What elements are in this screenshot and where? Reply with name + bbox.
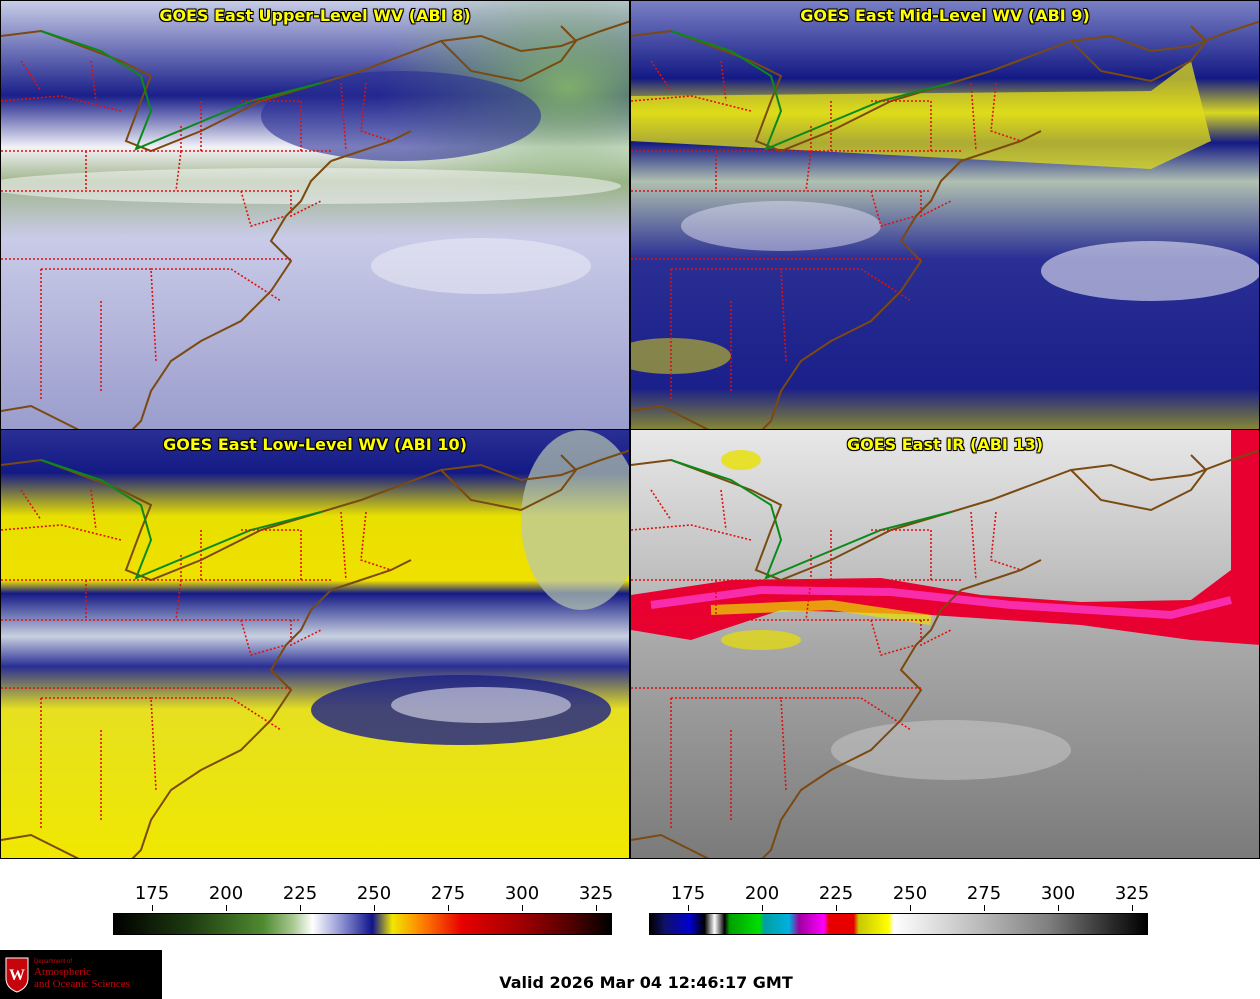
tick-mark — [910, 905, 911, 911]
tick-label: 225 — [818, 883, 854, 904]
tick-label: 200 — [208, 883, 244, 904]
tick-label: 300 — [1040, 883, 1076, 904]
tick-label: 200 — [744, 883, 780, 904]
tick-label: 175 — [670, 883, 706, 904]
tick-mark — [984, 905, 985, 911]
panel-title: GOES East Low-Level WV (ABI 10) — [163, 435, 467, 454]
tick-mark — [448, 905, 449, 911]
tick-label: 250 — [892, 883, 928, 904]
tick-mark — [762, 905, 763, 911]
tick-mark — [1058, 905, 1059, 911]
logo-name: Atmospheric and Oceanic Sciences — [34, 966, 130, 990]
svg-text:W: W — [9, 967, 25, 984]
tick-mark — [836, 905, 837, 911]
mid-level-wv-image — [631, 1, 1259, 429]
upper-level-wv-image — [1, 1, 629, 429]
valid-time: Valid 2026 Mar 04 12:46:17 GMT — [499, 973, 793, 992]
tick-mark — [226, 905, 227, 911]
panel-title: GOES East IR (ABI 13) — [846, 435, 1044, 454]
tick-label: 175 — [134, 883, 170, 904]
uw-crest-icon: W — [5, 957, 29, 993]
low-level-wv-image — [1, 430, 629, 858]
tick-label: 250 — [356, 883, 392, 904]
logo-line-atmospheric: Atmospheric — [34, 966, 91, 978]
tick-label: 325 — [578, 883, 614, 904]
tick-mark — [688, 905, 689, 911]
tick-label: 225 — [282, 883, 318, 904]
tick-label: 325 — [1114, 883, 1150, 904]
tick-mark — [1132, 905, 1133, 911]
ir-image — [631, 430, 1259, 858]
tick-mark — [522, 905, 523, 911]
ir-colorbar: 175 200 225 250 275 300 325 — [649, 875, 1150, 940]
panel-title: GOES East Mid-Level WV (ABI 9) — [800, 6, 1090, 25]
wv-colorbar: 175 200 225 250 275 300 325 — [113, 875, 614, 940]
panel-low-level-wv: GOES East Low-Level WV (ABI 10) — [0, 429, 630, 859]
logo-line-oceanic: and Oceanic Sciences — [34, 978, 130, 990]
tick-label: 275 — [966, 883, 1002, 904]
panel-upper-level-wv: GOES East Upper-Level WV (ABI 8) — [0, 0, 630, 430]
tick-mark — [152, 905, 153, 911]
ir-colorbar-gradient — [649, 913, 1148, 935]
panel-mid-level-wv: GOES East Mid-Level WV (ABI 9) — [630, 0, 1260, 430]
wv-colorbar-ticks: 175 200 225 250 275 300 325 — [113, 875, 614, 911]
tick-mark — [374, 905, 375, 911]
tick-label: 300 — [504, 883, 540, 904]
panel-title: GOES East Upper-Level WV (ABI 8) — [159, 6, 471, 25]
logo-department: Department of — [34, 959, 73, 965]
tick-mark — [300, 905, 301, 911]
tick-label: 275 — [430, 883, 466, 904]
tick-mark — [596, 905, 597, 911]
wv-colorbar-gradient — [113, 913, 612, 935]
ir-colorbar-ticks: 175 200 225 250 275 300 325 — [649, 875, 1150, 911]
aos-logo: W Department of Atmospheric and Oceanic … — [0, 950, 162, 999]
panel-ir: GOES East IR (ABI 13) — [630, 429, 1260, 859]
